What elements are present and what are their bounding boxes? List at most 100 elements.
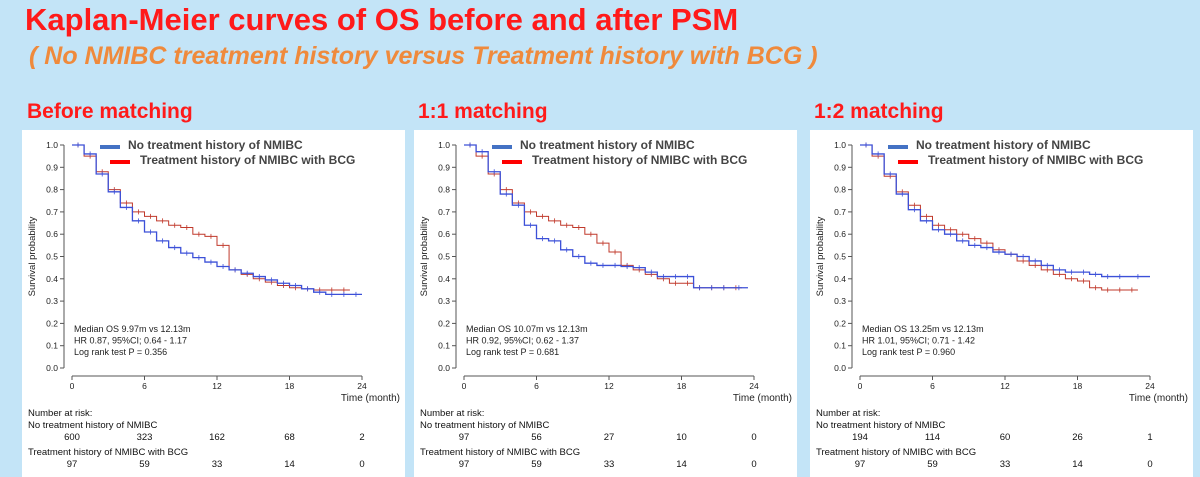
x-tick-label: 0 bbox=[858, 381, 863, 391]
risk-count: 68 bbox=[284, 432, 295, 443]
x-tick-label: 12 bbox=[1000, 381, 1010, 391]
risk-count: 56 bbox=[531, 432, 542, 443]
legend-label-2: Treatment history of NMIBC with BCG bbox=[928, 153, 1143, 167]
x-tick-label: 24 bbox=[357, 381, 367, 391]
risk-table: Number at risk: No treatment history of N… bbox=[810, 406, 1193, 477]
stats-line-3: Log rank test P = 0.681 bbox=[466, 347, 559, 357]
risk-count: 0 bbox=[751, 459, 757, 470]
risk-count: 97 bbox=[458, 459, 470, 470]
risk-row-label-1: No treatment history of NMIBC bbox=[28, 420, 158, 431]
y-tick-label: 0.3 bbox=[438, 296, 450, 306]
y-tick-label: 1.0 bbox=[834, 140, 846, 150]
x-tick-label: 18 bbox=[285, 381, 295, 391]
stats-line-3: Log rank test P = 0.356 bbox=[74, 347, 167, 357]
x-axis-label: Time (month) bbox=[1129, 393, 1188, 404]
page-title: Kaplan-Meier curves of OS before and aft… bbox=[25, 2, 739, 37]
km-panel-before: 0.0 0.1 0.2 0.3 0.4 0.5 0.6 0.7 0.8 0.9 1.0 0 6 12 18 2… bbox=[22, 130, 405, 477]
risk-count: 97 bbox=[854, 459, 866, 470]
y-tick-label: 0.4 bbox=[834, 274, 846, 284]
risk-count: 14 bbox=[676, 459, 687, 470]
y-tick-label: 0.5 bbox=[834, 252, 846, 262]
stats-line-2: HR 1.01, 95%CI; 0.71 - 1.42 bbox=[862, 336, 975, 346]
risk-count: 33 bbox=[999, 459, 1011, 470]
km-panel-1to2: 0.0 0.1 0.2 0.3 0.4 0.5 0.6 0.7 0.8 0.9 1.0 0 6 12 18 2… bbox=[810, 130, 1193, 477]
risk-table-header: Number at risk: bbox=[816, 408, 881, 419]
x-tick-label: 6 bbox=[142, 381, 147, 391]
y-tick-label: 0.0 bbox=[46, 363, 58, 373]
y-axis-label: Survival probability bbox=[815, 216, 826, 296]
km-curve-series-1 bbox=[860, 144, 1150, 278]
risk-count: 162 bbox=[209, 432, 225, 443]
y-axis-label: Survival probability bbox=[419, 216, 430, 296]
risk-count: 10 bbox=[676, 432, 687, 443]
risk-count: 59 bbox=[531, 459, 542, 470]
y-tick-label: 0.8 bbox=[438, 185, 450, 195]
x-tick-label: 6 bbox=[930, 381, 935, 391]
x-tick-label: 24 bbox=[1145, 381, 1155, 391]
y-tick-label: 0.6 bbox=[834, 229, 846, 239]
x-tick-label: 24 bbox=[749, 381, 759, 391]
y-tick-label: 0.7 bbox=[834, 207, 846, 217]
risk-table: Number at risk: No treatment history of N… bbox=[414, 406, 797, 477]
y-tick-label: 0.7 bbox=[46, 207, 58, 217]
stats-line-1: Median OS 10.07m vs 12.13m bbox=[466, 324, 588, 334]
x-tick-label: 18 bbox=[677, 381, 687, 391]
y-tick-label: 0.2 bbox=[46, 318, 58, 328]
risk-row-label-2: Treatment history of NMIBC with BCG bbox=[420, 447, 581, 458]
y-tick-label: 0.7 bbox=[438, 207, 450, 217]
risk-count: 14 bbox=[1072, 459, 1083, 470]
y-tick-label: 0.2 bbox=[834, 318, 846, 328]
page-subtitle: ( No NMIBC treatment history versus Trea… bbox=[29, 42, 818, 70]
y-tick-label: 0.9 bbox=[438, 162, 450, 172]
risk-row-label-2: Treatment history of NMIBC with BCG bbox=[28, 447, 189, 458]
y-tick-label: 0.1 bbox=[46, 341, 58, 351]
risk-count: 14 bbox=[284, 459, 295, 470]
y-tick-label: 0.1 bbox=[834, 341, 846, 351]
y-tick-label: 0.4 bbox=[46, 274, 58, 284]
risk-count: 1 bbox=[1147, 432, 1153, 443]
y-tick-label: 0.0 bbox=[834, 363, 846, 373]
stats-line-1: Median OS 9.97m vs 12.13m bbox=[74, 324, 191, 334]
y-tick-label: 1.0 bbox=[46, 140, 58, 150]
x-tick-label: 0 bbox=[462, 381, 467, 391]
y-axis-label: Survival probability bbox=[27, 216, 38, 296]
risk-count: 0 bbox=[359, 459, 365, 470]
km-chart: 0.0 0.1 0.2 0.3 0.4 0.5 0.6 0.7 0.8 0.9 1.0 0 6 12 18 2… bbox=[27, 138, 400, 404]
panel-heading-1to2: 1:2 matching bbox=[814, 100, 944, 123]
risk-count: 97 bbox=[458, 432, 470, 443]
y-tick-label: 0.4 bbox=[438, 274, 450, 284]
y-tick-label: 0.6 bbox=[438, 229, 450, 239]
panel-heading-1to1: 1:1 matching bbox=[418, 100, 548, 123]
risk-count: 59 bbox=[139, 459, 150, 470]
risk-count: 97 bbox=[66, 459, 78, 470]
panel-heading-before: Before matching bbox=[27, 100, 193, 123]
y-tick-label: 0.3 bbox=[834, 296, 846, 306]
y-tick-label: 0.6 bbox=[46, 229, 58, 239]
x-axis-label: Time (month) bbox=[733, 393, 792, 404]
risk-table: Number at risk: No treatment history of N… bbox=[22, 406, 405, 477]
legend-label-2: Treatment history of NMIBC with BCG bbox=[532, 153, 747, 167]
risk-count: 600 bbox=[64, 432, 80, 443]
risk-count: 114 bbox=[924, 432, 941, 443]
risk-count: 59 bbox=[927, 459, 938, 470]
risk-row-label-2: Treatment history of NMIBC with BCG bbox=[816, 447, 977, 458]
x-tick-label: 12 bbox=[604, 381, 614, 391]
risk-count: 26 bbox=[1072, 432, 1083, 443]
y-tick-label: 0.5 bbox=[438, 252, 450, 262]
km-panel-1to1: 0.0 0.1 0.2 0.3 0.4 0.5 0.6 0.7 0.8 0.9 1.0 0 6 12 18 2… bbox=[414, 130, 797, 477]
legend-label-1: No treatment history of NMIBC bbox=[916, 138, 1091, 152]
legend-label-2: Treatment history of NMIBC with BCG bbox=[140, 153, 355, 167]
x-tick-label: 0 bbox=[70, 381, 75, 391]
risk-count: 323 bbox=[136, 432, 153, 443]
legend-label-1: No treatment history of NMIBC bbox=[128, 138, 303, 152]
y-tick-label: 0.1 bbox=[438, 341, 450, 351]
legend-label-1: No treatment history of NMIBC bbox=[520, 138, 695, 152]
risk-count: 0 bbox=[1147, 459, 1153, 470]
stats-line-2: HR 0.92, 95%CI; 0.62 - 1.37 bbox=[466, 336, 579, 346]
legend-swatch-2 bbox=[502, 160, 522, 164]
risk-count: 0 bbox=[751, 432, 757, 443]
y-tick-label: 0.3 bbox=[46, 296, 58, 306]
risk-count: 60 bbox=[999, 432, 1011, 443]
x-tick-label: 6 bbox=[534, 381, 539, 391]
x-axis-label: Time (month) bbox=[341, 393, 400, 404]
